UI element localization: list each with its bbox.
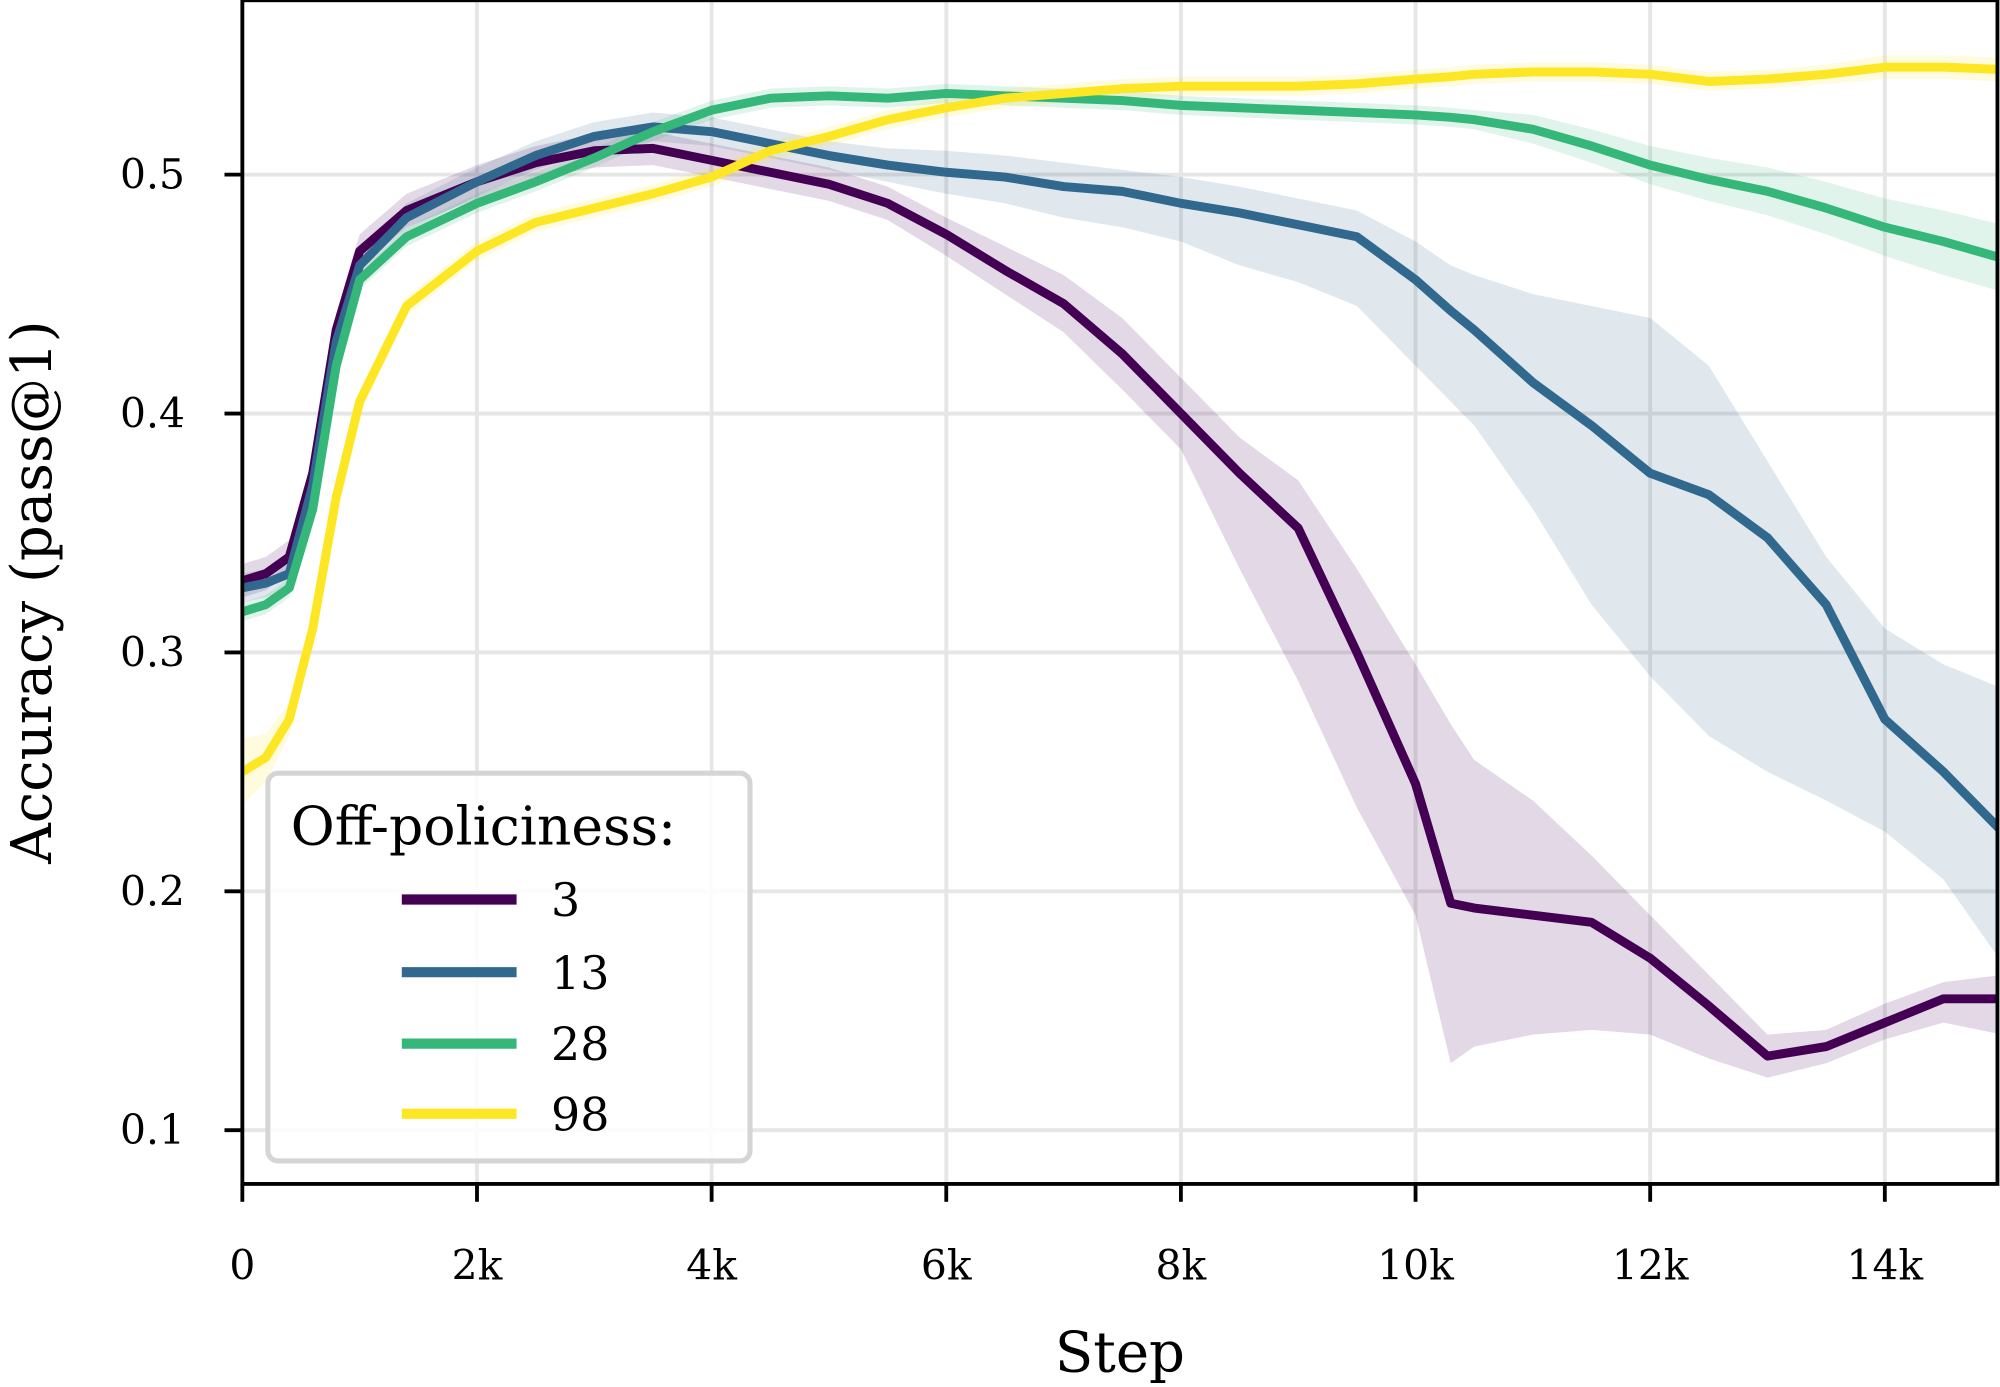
line-series-28 <box>242 88 1998 617</box>
x-tick-label: 14k <box>1847 1242 1924 1290</box>
line-series-13 <box>242 122 1998 834</box>
y-axis-label: Accuracy (pass@1) <box>0 320 65 864</box>
x-tick-label: 8k <box>1156 1242 1207 1290</box>
x-tick-label: 0 <box>229 1242 255 1290</box>
legend-label-28: 28 <box>551 1017 609 1071</box>
x-tick-label: 10k <box>1377 1242 1454 1290</box>
legend: Off-policiness: 3 13 28 98 <box>265 770 753 1164</box>
x-tick-label: 12k <box>1612 1242 1689 1290</box>
plot-frame <box>240 0 2000 1186</box>
y-tick-label: 0.2 <box>120 867 185 915</box>
legend-label-98: 98 <box>551 1087 609 1141</box>
x-tick-label: 4k <box>686 1242 737 1290</box>
y-tick-label: 0.1 <box>120 1106 185 1154</box>
y-tick-label: 0.4 <box>120 390 185 438</box>
y-tick-label: 0.5 <box>120 151 185 199</box>
confidence-bands <box>242 55 1998 1078</box>
band-series-3 <box>242 131 1998 1078</box>
line-series-98 <box>242 62 1998 776</box>
x-axis-label: Step <box>1055 1320 1185 1385</box>
band-series-13 <box>242 112 1998 957</box>
legend-label-3: 3 <box>551 873 580 927</box>
legend-title: Off-policiness: <box>291 795 676 858</box>
legend-label-13: 13 <box>551 946 609 1000</box>
axis-ticks: 0 2k 4k 6k 8k 10k 12k 14k 0.1 0.2 0.3 0.4 0.5 <box>120 151 1923 1290</box>
line-series-3 <box>242 143 1998 1061</box>
x-tick-label: 6k <box>921 1242 972 1290</box>
x-tick-label: 2k <box>452 1242 503 1290</box>
series-lines <box>242 62 1998 1061</box>
y-tick-label: 0.3 <box>120 628 185 676</box>
